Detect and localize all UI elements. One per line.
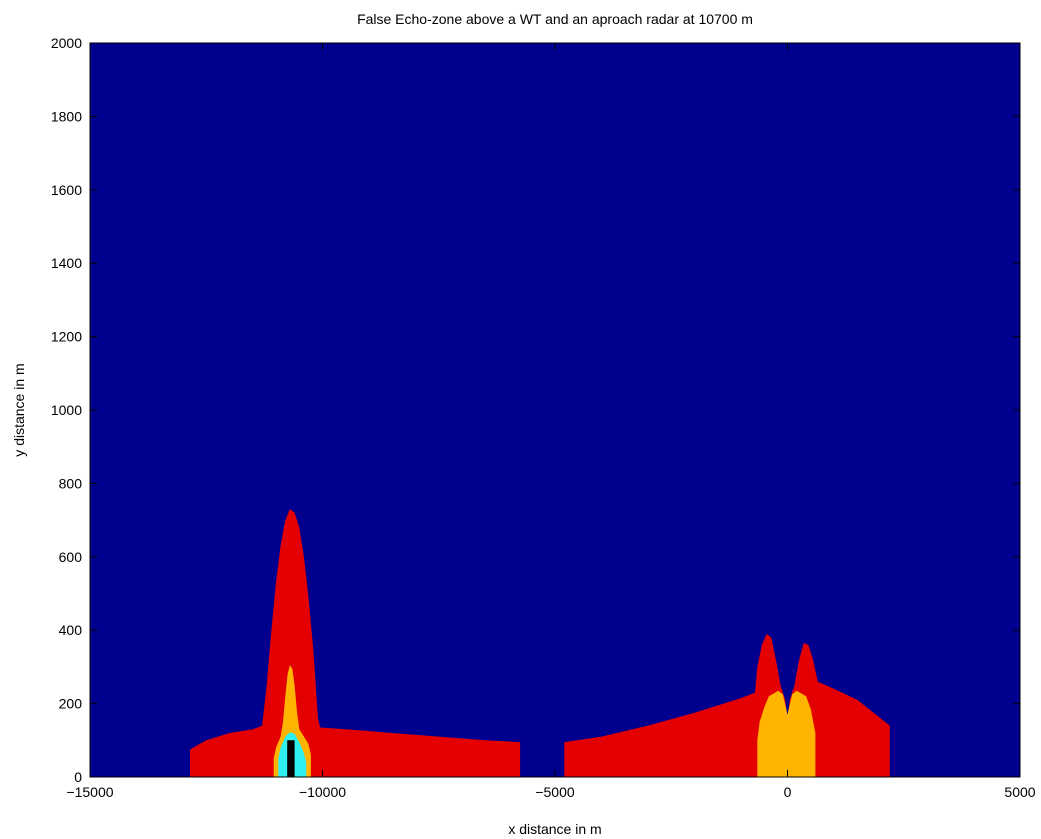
axis-ticks: −15000 −10000 −5000 0 5000 0 200 400 600 800 1000 1…	[51, 35, 1036, 800]
y-tick-label: 2000	[51, 35, 82, 51]
y-tick-label: 0	[74, 769, 82, 785]
x-axis-label: x distance in m	[508, 821, 601, 837]
plot-background	[90, 43, 1020, 777]
echo-zone-3	[757, 690, 816, 777]
chart-title: False Echo-zone above a WT and an aproac…	[357, 11, 753, 27]
y-tick-label: 1800	[51, 108, 82, 124]
y-tick-label: 200	[59, 696, 83, 712]
x-tick-label: 5000	[1004, 784, 1035, 800]
y-tick-label: 1600	[51, 182, 82, 198]
x-tick-label: −5000	[535, 784, 575, 800]
y-tick-label: 400	[59, 622, 83, 638]
y-tick-label: 600	[59, 549, 83, 565]
x-tick-label: −15000	[66, 784, 113, 800]
echo-zone-5	[287, 740, 295, 777]
y-axis-label: y distance in m	[11, 363, 27, 456]
echo-zone-0	[190, 509, 521, 777]
echo-zones	[190, 509, 890, 777]
x-tick-label: −10000	[299, 784, 346, 800]
y-tick-label: 1400	[51, 255, 82, 271]
x-tick-label: 0	[784, 784, 792, 800]
y-tick-label: 1000	[51, 402, 82, 418]
y-tick-label: 1200	[51, 329, 82, 345]
y-tick-label: 800	[59, 475, 83, 491]
